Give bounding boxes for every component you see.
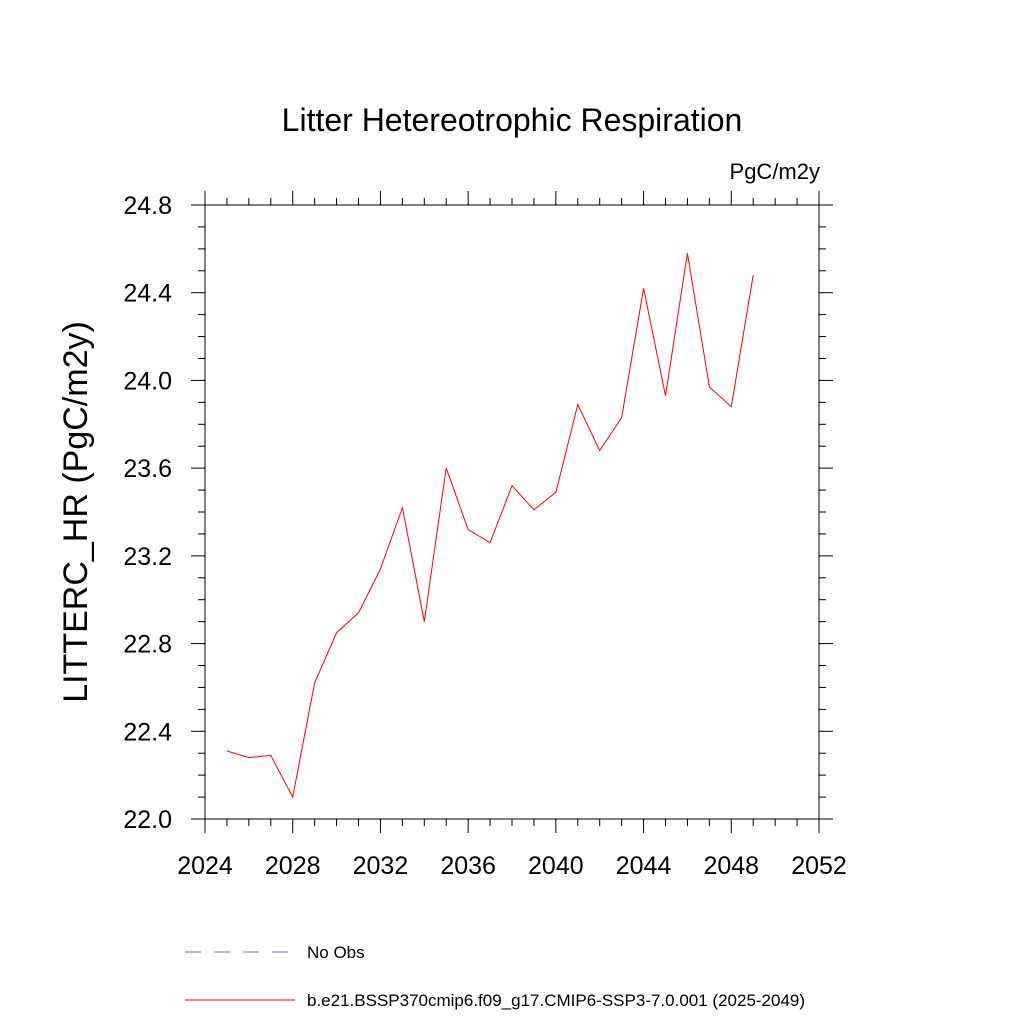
y-tick-label: 22.8 <box>123 631 172 659</box>
x-tick-label: 2048 <box>703 852 759 880</box>
x-tick-label: 2052 <box>791 852 847 880</box>
legend: No Obs b.e21.BSSP370cmip6.f09_g17.CMIP6-S… <box>185 943 805 1010</box>
y-tick-label: 24.4 <box>123 280 172 308</box>
y-tick-label: 24.0 <box>123 367 172 395</box>
y-axis-label: LITTERC_HR (PgC/m2y) <box>57 321 95 703</box>
axis-ticks <box>191 191 833 833</box>
series-line <box>226 253 754 799</box>
legend-label: b.e21.BSSP370cmip6.f09_g17.CMIP6-SSP3-7.… <box>307 991 805 1010</box>
plot-frame <box>204 204 820 820</box>
x-tick-label: 2040 <box>528 852 584 880</box>
x-tick-label: 2032 <box>353 852 409 880</box>
y-tick-label: 23.2 <box>123 543 172 571</box>
tick-labels: 2024 2028 2032 2036 2040 2044 2048 2052 22.0 22.4… <box>123 192 846 880</box>
chart-title: Litter Hetereotrophic Respiration <box>282 102 743 138</box>
y-tick-label: 22.0 <box>123 806 172 834</box>
units-label: PgC/m2y <box>730 159 820 184</box>
y-tick-label: 23.6 <box>123 455 172 483</box>
series-group <box>226 253 754 799</box>
legend-label: No Obs <box>307 943 365 962</box>
x-tick-label: 2036 <box>440 852 496 880</box>
x-tick-label: 2024 <box>177 852 233 880</box>
y-tick-label: 24.8 <box>123 192 172 220</box>
y-tick-label: 22.4 <box>123 718 172 746</box>
x-tick-label: 2028 <box>265 852 321 880</box>
x-tick-label: 2044 <box>616 852 672 880</box>
